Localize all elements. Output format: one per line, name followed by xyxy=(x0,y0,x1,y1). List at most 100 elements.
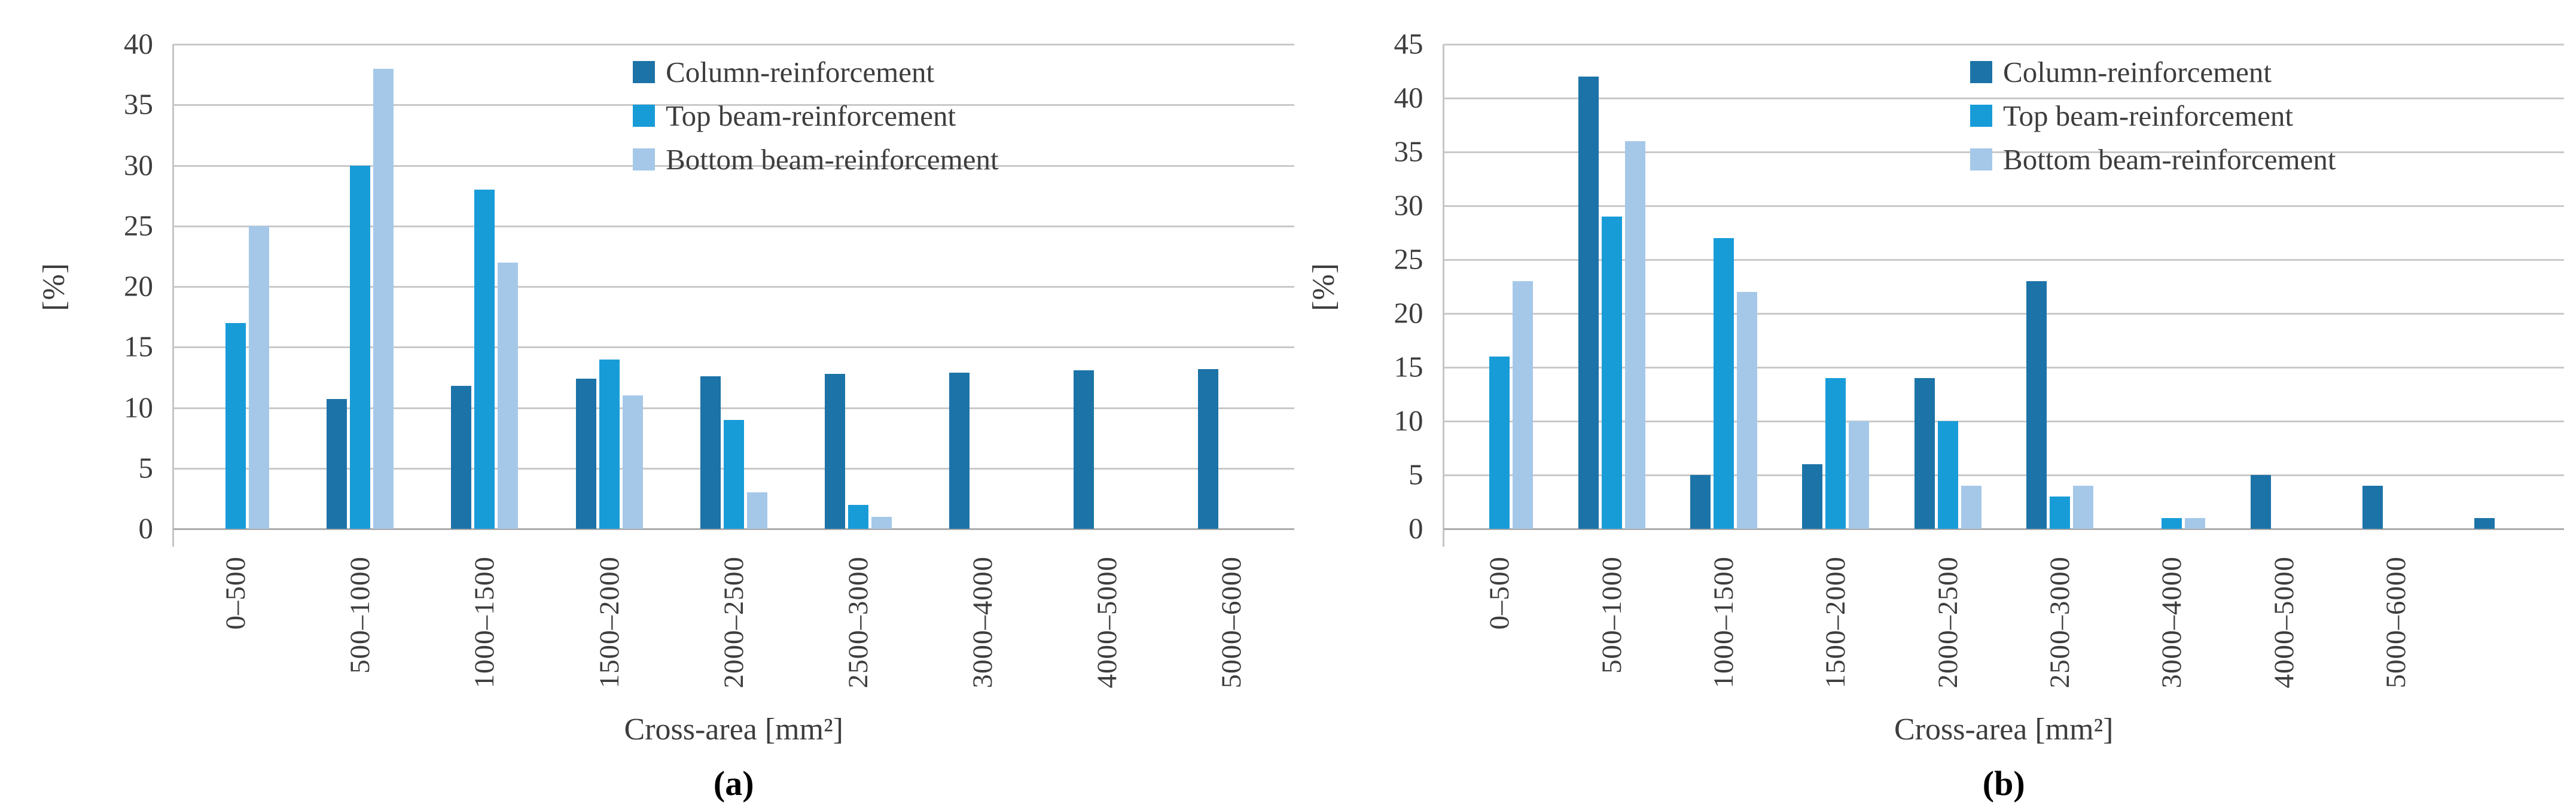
x-tick-label: 500–1000 xyxy=(1596,556,1627,674)
x-tick-cell: 2500–3000 xyxy=(796,556,920,708)
bar-column-reinforcement xyxy=(1198,369,1219,529)
y-tick-label: 20 xyxy=(124,269,153,303)
bar-group xyxy=(1045,44,1169,529)
x-tick-cell: 4000–5000 xyxy=(2228,556,2340,708)
legend-swatch-bottom-beam-reinforcement xyxy=(1970,148,1993,170)
gridline xyxy=(173,225,1294,227)
bar-column-reinforcement xyxy=(1802,464,1823,529)
bar-top-beam-reinforcement xyxy=(350,165,371,529)
legend-item: Column-reinforcement xyxy=(633,55,999,89)
y-tick-label: 0 xyxy=(138,511,154,545)
legend-swatch-column-reinforcement xyxy=(1970,61,1993,83)
gridline xyxy=(173,407,1294,409)
x-tick-cell: 5000–6000 xyxy=(1169,556,1294,708)
x-tick-cell: 5000–6000 xyxy=(2340,556,2452,708)
x-tick-cell: 2000–2500 xyxy=(1892,556,2004,708)
bar-top-beam-reinforcement xyxy=(225,322,246,529)
bar-group xyxy=(2004,44,2115,529)
x-tick-cell: 3000–4000 xyxy=(920,556,1045,708)
x-tick-label: 2500–3000 xyxy=(842,556,874,689)
legend-label: Top beam-reinforcement xyxy=(666,99,956,132)
bar-group xyxy=(920,44,1045,529)
x-tick-label: 4000–5000 xyxy=(2268,556,2300,689)
x-axis-tick-labels: 0–500 500–1000 1000–1500 1500–2000 2000–2500… xyxy=(1444,529,2565,708)
bar-column-reinforcement xyxy=(2362,486,2383,529)
chart-caption-b: (b) xyxy=(1982,764,2025,803)
x-tick-cell: 3000–4000 xyxy=(2116,556,2228,708)
bar-group xyxy=(298,44,422,529)
gridline xyxy=(1443,151,2564,153)
legend-item: Bottom beam-reinforcement xyxy=(1970,142,2336,176)
bar-group xyxy=(2340,44,2452,529)
bar-groups xyxy=(173,44,1294,529)
bar-group xyxy=(796,44,920,529)
plot-area-b: Column-reinforcement Top beam-reinforceme… xyxy=(1442,44,2564,547)
gridline xyxy=(1443,205,2564,207)
y-axis-tick-labels: 0 5 10 15 20 25 30 35 40 xyxy=(84,27,173,544)
y-tick-label: 0 xyxy=(1409,511,1423,545)
bar-top-beam-reinforcement xyxy=(723,419,744,529)
bar-top-beam-reinforcement xyxy=(1713,238,1734,529)
bar-column-reinforcement xyxy=(2026,281,2047,529)
gridline xyxy=(1443,366,2564,369)
legend: Column-reinforcement Top beam-reinforceme… xyxy=(1970,55,2336,176)
x-tick-label: 3000–4000 xyxy=(967,556,999,689)
y-tick-label: 30 xyxy=(124,148,153,181)
x-tick-label: 3000–4000 xyxy=(2156,556,2188,689)
x-tick-cell: 2500–3000 xyxy=(2004,556,2115,708)
y-axis-title: [%] xyxy=(1294,44,1354,529)
x-tick-label: 1000–1500 xyxy=(469,556,501,689)
legend-label: Top beam-reinforcement xyxy=(2003,99,2294,132)
bar-bottom-beam-reinforcement xyxy=(1513,281,1534,529)
y-axis-line xyxy=(1442,44,1444,547)
y-tick-label: 10 xyxy=(1394,404,1423,437)
bar-top-beam-reinforcement xyxy=(2049,497,2070,529)
bar-bottom-beam-reinforcement xyxy=(2185,518,2206,529)
bar-top-beam-reinforcement xyxy=(1489,357,1510,529)
gridline xyxy=(1443,474,2564,476)
bar-top-beam-reinforcement xyxy=(2162,518,2182,529)
bar-group xyxy=(2116,44,2228,529)
x-tick-cell: 0–500 xyxy=(1444,556,1556,708)
y-tick-label: 10 xyxy=(124,390,153,424)
y-axis-title-text: [%] xyxy=(1307,262,1341,311)
chart-caption-a: (a) xyxy=(713,764,754,803)
x-axis-title: Cross-area [mm²] xyxy=(624,712,843,747)
legend-item: Top beam-reinforcement xyxy=(1970,99,2336,133)
bar-column-reinforcement xyxy=(2474,518,2495,529)
bar-top-beam-reinforcement xyxy=(1937,421,1958,529)
x-tick-cell: 1000–1500 xyxy=(422,556,547,708)
y-axis-tick-labels: 0 5 10 15 20 25 30 35 40 45 xyxy=(1354,27,1444,544)
y-axis-title-text: [%] xyxy=(36,262,71,311)
x-tick-label: 1500–2000 xyxy=(1820,556,1852,689)
x-tick-cell: 500–1000 xyxy=(1556,556,1667,708)
x-tick-label: 4000–5000 xyxy=(1092,556,1123,689)
gridline xyxy=(1443,44,2564,45)
bar-bottom-beam-reinforcement xyxy=(1849,421,1870,529)
y-tick-label: 30 xyxy=(1394,188,1423,222)
x-tick-label: 2000–2500 xyxy=(1932,556,1964,689)
legend-label: Bottom beam-reinforcement xyxy=(2003,143,2336,176)
x-tick-label: 1000–1500 xyxy=(1708,556,1739,689)
gridline xyxy=(173,165,1294,167)
x-tick-label: 500–1000 xyxy=(345,556,376,674)
x-tick-cell: 1500–2000 xyxy=(547,556,672,708)
bar-column-reinforcement xyxy=(1914,378,1935,529)
bar-group xyxy=(422,44,547,529)
bar-bottom-beam-reinforcement xyxy=(871,516,892,529)
bar-column-reinforcement xyxy=(700,376,721,529)
gridline xyxy=(1443,258,2564,261)
x-tick-cell: 1500–2000 xyxy=(1780,556,1892,708)
legend: Column-reinforcement Top beam-reinforceme… xyxy=(633,55,999,176)
legend-swatch-top-beam-reinforcement xyxy=(633,105,656,127)
bar-group xyxy=(547,44,672,529)
bar-group xyxy=(1892,44,2004,529)
y-axis-title: [%] xyxy=(24,44,84,529)
x-tick-label: 2000–2500 xyxy=(718,556,749,689)
gridline xyxy=(1443,97,2564,99)
chart-a: [%] 0 5 10 15 20 25 30 35 40 Column-reinforcemen… xyxy=(24,27,1294,807)
bar-column-reinforcement xyxy=(949,372,970,529)
legend-item: Bottom beam-reinforcement xyxy=(633,142,999,176)
chart-b: [%] 0 5 10 15 20 25 30 35 40 45 Column-reinforcem… xyxy=(1294,27,2565,807)
bar-group xyxy=(1444,44,1556,529)
